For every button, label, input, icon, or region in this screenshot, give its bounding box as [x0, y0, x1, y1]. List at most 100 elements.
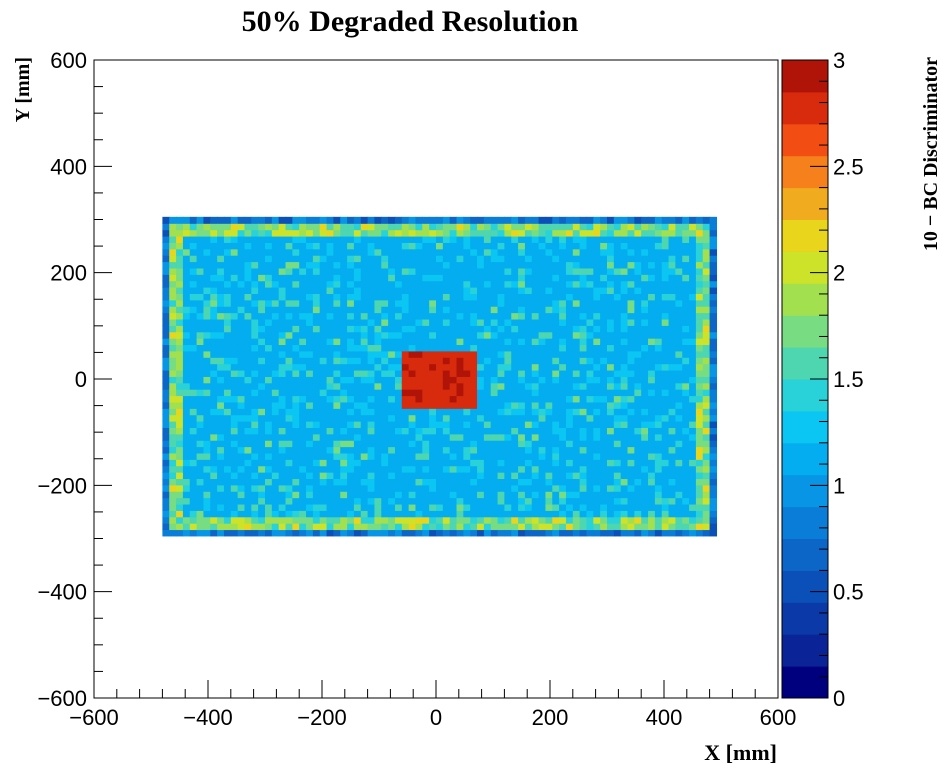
heatmap-cell	[504, 338, 512, 346]
heatmap-cell	[456, 408, 464, 416]
heatmap-cell	[333, 248, 341, 256]
heatmap-cell	[408, 459, 417, 467]
heatmap-cell	[572, 414, 581, 422]
heatmap-cell	[258, 414, 266, 422]
heatmap-cell	[230, 267, 239, 275]
heatmap-cell	[271, 529, 280, 537]
heatmap-cell	[668, 421, 676, 428]
heatmap-cell	[661, 216, 670, 224]
heatmap-cell	[353, 401, 362, 409]
heatmap-cell	[319, 338, 328, 346]
heatmap-cell	[347, 229, 355, 237]
heatmap-cell	[374, 312, 382, 320]
heatmap-cell	[497, 401, 505, 409]
heatmap-cell	[415, 363, 423, 371]
heatmap-cell	[394, 408, 403, 416]
heatmap-cell	[312, 452, 321, 460]
heatmap-cell	[230, 433, 239, 441]
heatmap-cell	[176, 421, 184, 428]
heatmap-cell	[518, 306, 526, 314]
heatmap-cell	[709, 261, 718, 269]
heatmap-cell	[545, 452, 553, 460]
heatmap-cell	[565, 503, 574, 511]
heatmap-cell	[196, 452, 205, 460]
heatmap-cell	[265, 338, 273, 346]
heatmap-cell	[490, 401, 499, 409]
heatmap-cell	[470, 382, 478, 390]
heatmap-cell	[292, 369, 300, 377]
heatmap-cell	[182, 280, 191, 288]
heatmap-cell	[203, 427, 211, 435]
heatmap-cell	[511, 344, 519, 352]
heatmap-cell	[217, 421, 225, 428]
heatmap-cell	[456, 389, 464, 397]
heatmap-cell	[518, 299, 526, 307]
heatmap-cell	[483, 216, 492, 224]
heatmap-cell	[654, 293, 663, 301]
heatmap-cell	[189, 223, 198, 231]
heatmap-cell	[456, 465, 464, 473]
heatmap-cell	[210, 523, 218, 531]
heatmap-cell	[210, 440, 218, 448]
heatmap-cell	[265, 299, 273, 307]
heatmap-cell	[579, 414, 588, 422]
heatmap-cell	[347, 312, 355, 320]
heatmap-cell	[490, 497, 499, 505]
heatmap-cell	[176, 484, 184, 492]
heatmap-cell	[436, 255, 444, 263]
heatmap-cell	[613, 452, 622, 460]
heatmap-cell	[518, 472, 526, 480]
heatmap-cell	[483, 478, 492, 486]
heatmap-cell	[374, 382, 382, 390]
heatmap-cell	[340, 395, 348, 403]
heatmap-cell	[627, 344, 635, 352]
heatmap-cell	[552, 414, 560, 422]
heatmap-cell	[593, 229, 601, 237]
heatmap-cell	[552, 293, 560, 301]
heatmap-cell	[265, 287, 273, 294]
heatmap-cell	[586, 408, 594, 416]
heatmap-cell	[463, 523, 471, 531]
heatmap-cell	[278, 510, 287, 518]
heatmap-cell	[456, 503, 464, 511]
colorbar-axis: 00.511.522.53	[810, 48, 864, 711]
heatmap-cell	[545, 325, 553, 333]
heatmap-cell	[497, 357, 505, 365]
heatmap-cell	[538, 223, 547, 231]
heatmap-cell	[265, 216, 273, 224]
x-axis-label: X [mm]	[704, 740, 777, 765]
heatmap-cell	[251, 433, 259, 441]
heatmap-cell	[292, 299, 300, 307]
heatmap-cell	[292, 510, 300, 518]
heatmap-cell	[436, 242, 444, 250]
heatmap-cell	[196, 440, 205, 448]
heatmap-cell	[634, 382, 642, 390]
heatmap-cell	[675, 427, 683, 435]
heatmap-cell	[223, 446, 232, 454]
heatmap-cell	[702, 472, 711, 480]
heatmap-cell	[223, 331, 232, 339]
heatmap-cell	[675, 344, 683, 352]
heatmap-cell	[326, 248, 334, 256]
heatmap-cell	[278, 267, 287, 275]
heatmap-cell	[360, 414, 369, 422]
heatmap-cell	[312, 325, 321, 333]
heatmap-cell	[230, 484, 239, 492]
heatmap-cell	[504, 325, 512, 333]
colorbar-swatch	[782, 538, 828, 571]
heatmap-cell	[251, 280, 259, 288]
heatmap-cell	[203, 472, 211, 480]
heatmap-cell	[483, 274, 492, 282]
heatmap-cell	[695, 235, 704, 243]
heatmap-cell	[374, 229, 382, 237]
heatmap-cell	[552, 440, 560, 448]
heatmap-cell	[689, 242, 697, 250]
heatmap-cell	[668, 414, 676, 422]
heatmap-cell	[319, 261, 328, 269]
heatmap-cell	[702, 452, 711, 460]
heatmap-cell	[572, 216, 581, 224]
heatmap-cell	[531, 491, 540, 499]
heatmap-cell	[470, 523, 478, 531]
heatmap-cell	[620, 287, 629, 294]
heatmap-cell	[572, 229, 581, 237]
